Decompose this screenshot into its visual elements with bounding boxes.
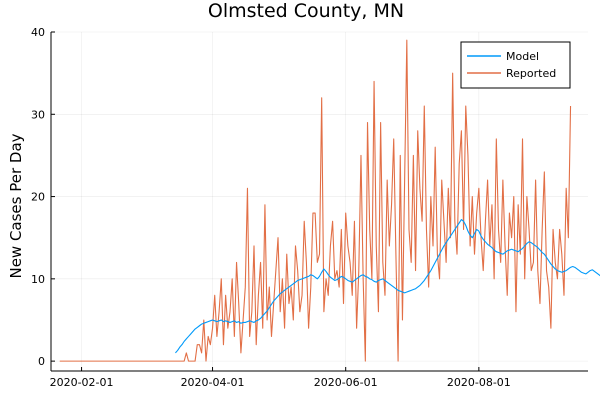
legend-box — [460, 41, 571, 89]
x-tick-label: 2020-02-01 — [50, 376, 114, 389]
legend-label-model: Model — [506, 50, 539, 63]
legend: Model Reported — [460, 41, 571, 89]
series-line-model — [175, 219, 600, 354]
plot-axes — [50, 31, 588, 372]
y-tick-label: 10 — [31, 273, 45, 286]
x-tick-label: 2020-08-01 — [447, 376, 511, 389]
y-tick-label: 20 — [31, 191, 45, 204]
x-tick-label: 2020-04-01 — [181, 376, 245, 389]
tick-labels: 0 10 20 30 40 2020-02-01 2020-04-01 2020-06-01 2… — [31, 26, 511, 389]
series-line-reported — [59, 39, 572, 362]
series-layer — [59, 39, 600, 362]
y-axis-label: New Cases Per Day — [7, 133, 25, 278]
legend-label-reported: Reported — [506, 67, 556, 80]
x-tick-label: 2020-06-01 — [314, 376, 378, 389]
chart-title: Olmsted County, MN — [208, 0, 404, 22]
y-tick-label: 30 — [31, 108, 45, 121]
y-tick-label: 40 — [31, 26, 45, 39]
y-tick-label: 0 — [38, 355, 45, 368]
